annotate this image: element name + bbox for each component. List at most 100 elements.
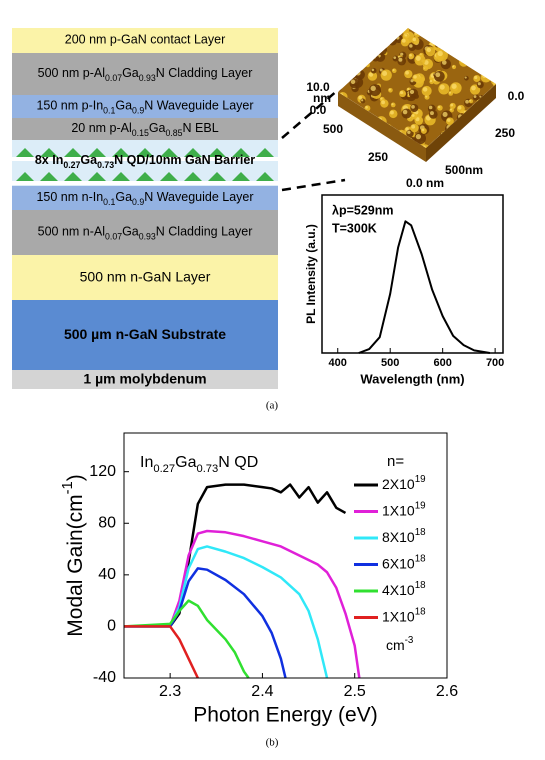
afm-grain-hi	[373, 132, 377, 137]
afm-grain-hi	[481, 123, 484, 127]
layer	[12, 186, 278, 210]
quantum-dot	[16, 172, 34, 181]
afm-grain-hi	[338, 43, 343, 48]
afm-grain-hi	[405, 127, 409, 131]
afm-grain	[440, 28, 449, 33]
afm-grain-hi	[460, 58, 465, 63]
afm-grain-hi	[451, 37, 456, 43]
afm-grain-hi	[361, 29, 368, 35]
legend-footer-run: -3	[405, 635, 414, 646]
afm-grain-hi	[378, 142, 383, 146]
plot-frame	[321, 194, 504, 354]
plot-bg	[322, 195, 503, 353]
afm-grain-hi	[442, 28, 446, 29]
barrier-strip	[12, 181, 278, 185]
afm-grain-hi	[407, 93, 410, 96]
afm-grain	[363, 128, 372, 137]
data-line	[124, 545, 329, 679]
afm-grain	[412, 28, 418, 32]
afm-grain-hi	[372, 55, 377, 59]
layer-label-run: 0.9	[132, 106, 144, 116]
layer-label-run: 0.27	[63, 160, 80, 170]
afm-grain	[442, 28, 448, 32]
afm-grain-hi	[470, 132, 475, 138]
afm-axis-label: 250	[495, 126, 515, 140]
quantum-dot	[88, 172, 106, 181]
y-tick-label: 0	[107, 618, 116, 635]
layer-label: 500 µm n-GaN Substrate	[64, 326, 226, 342]
afm-grain-hi	[363, 30, 366, 33]
afm-grain	[338, 83, 342, 92]
annotation: λp=529nm	[332, 203, 394, 217]
afm-grain-hi	[441, 60, 447, 65]
afm-grain-hi	[338, 62, 342, 67]
afm-grain-hi	[466, 144, 472, 148]
afm-grain	[351, 125, 363, 137]
layer-label-run: 0.1	[103, 106, 115, 116]
quantum-dot	[136, 148, 154, 157]
quantum-dot	[88, 148, 106, 157]
afm-grain-hi	[453, 45, 456, 48]
afm-grain-hi	[355, 70, 361, 76]
quantum-dot	[208, 172, 226, 181]
afm-grain-hi	[441, 28, 444, 30]
afm-grain	[377, 28, 388, 39]
afm-grain-hi	[365, 143, 369, 146]
afm-grain-hi	[347, 45, 350, 49]
afm-grain-hi	[343, 70, 347, 74]
afm-grain	[342, 69, 351, 77]
layer-label-run: 0.73	[97, 160, 114, 170]
legend-label-run: 8X10	[382, 529, 415, 545]
afm-grain-hi	[413, 75, 417, 79]
afm-grain-hi	[415, 55, 421, 61]
afm-grain-hi	[487, 28, 491, 29]
afm-grain-hi	[378, 29, 384, 35]
afm-grain-hi	[370, 85, 376, 92]
afm-grain-hi	[371, 140, 375, 144]
x-tick-label: 600	[433, 357, 451, 369]
afm-grain	[338, 61, 346, 71]
legend-label: 2X1019	[382, 474, 426, 492]
afm-grain-hi	[410, 79, 414, 83]
afm-grain-hi	[407, 88, 410, 91]
afm-grain	[465, 143, 476, 148]
x-tick-label: 500	[381, 357, 399, 369]
afm-grain	[477, 67, 484, 74]
afm-grain-hi	[404, 34, 408, 37]
chart-title-run: 0.73	[196, 463, 218, 475]
afm-grain-hi	[393, 56, 397, 60]
chart-title: In0.27Ga0.73N QD	[140, 454, 258, 475]
afm-grain	[387, 36, 398, 46]
afm-grain	[348, 133, 353, 138]
y-axis-label-run: Modal Gain(cm	[64, 494, 87, 636]
afm-grain	[340, 73, 351, 84]
afm-grain-hi	[398, 57, 403, 62]
afm-base	[338, 92, 426, 162]
x-tick-label: 2.6	[436, 683, 458, 700]
layer	[12, 28, 278, 53]
layer-label-run: 0.07	[105, 73, 122, 83]
quantum-dot	[232, 148, 250, 157]
afm-grain	[460, 28, 469, 35]
afm-grain	[353, 47, 361, 55]
afm-grain	[382, 40, 388, 46]
afm-axis-label: 0.0	[310, 103, 327, 117]
y-tick-label: 80	[98, 514, 116, 531]
data-line	[358, 220, 491, 354]
afm-grain	[338, 55, 343, 61]
layer-label-run: 500 nm p-Al	[38, 66, 105, 80]
afm-grain-hi	[491, 61, 494, 64]
afm-grain	[347, 38, 353, 45]
afm-grain	[461, 42, 468, 48]
layer-label: 150 nm p-In0.1Ga0.9N Waveguide Layer	[36, 99, 253, 116]
x-tick-label: 2.4	[251, 683, 273, 700]
afm-grain	[353, 65, 359, 71]
quantum-dot	[112, 148, 130, 157]
quantum-dot	[136, 172, 154, 181]
chart-title-run: 0.27	[153, 463, 175, 475]
layer-label-run: N EBL	[183, 121, 219, 135]
afm-axis-label: nm	[465, 163, 483, 177]
afm-grain-hi	[366, 63, 369, 66]
layer-label-run: 0.93	[139, 232, 156, 242]
y-axis-label-run: )	[64, 474, 87, 481]
